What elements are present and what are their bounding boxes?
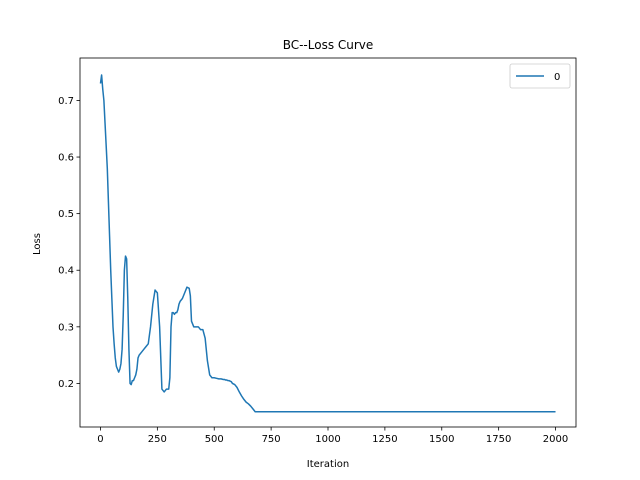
x-tick-label-1750: 1750	[486, 434, 511, 445]
y-tick-label-0.2: 0.2	[58, 379, 74, 390]
series-line-0	[99, 74, 556, 413]
x-tick-label-1250: 1250	[372, 434, 397, 445]
x-tick-label-2000: 2000	[543, 434, 568, 445]
legend-label-0: 0	[554, 72, 560, 83]
x-tick-label-250: 250	[148, 434, 167, 445]
x-tick-label-1500: 1500	[429, 434, 454, 445]
y-tick-label-0.6: 0.6	[58, 153, 74, 164]
x-tick-label-0: 0	[97, 434, 103, 445]
x-tick-label-500: 500	[205, 434, 224, 445]
x-tick-label-750: 750	[262, 434, 281, 445]
y-tick-label-0.5: 0.5	[58, 209, 74, 220]
x-axis-label: Iteration	[307, 459, 349, 470]
x-tick-label-1000: 1000	[315, 434, 340, 445]
y-tick-label-0.7: 0.7	[58, 96, 74, 107]
y-axis-label: Loss	[32, 233, 43, 255]
y-tick-label-0.3: 0.3	[58, 322, 74, 333]
plot-area: 0 250 500 750 1000 1250 1500 1750 2000 0.2 0.3 0.4 0…	[58, 57, 577, 445]
chart-title: BC--Loss Curve	[283, 38, 374, 52]
y-tick-label-0.4: 0.4	[58, 266, 74, 277]
